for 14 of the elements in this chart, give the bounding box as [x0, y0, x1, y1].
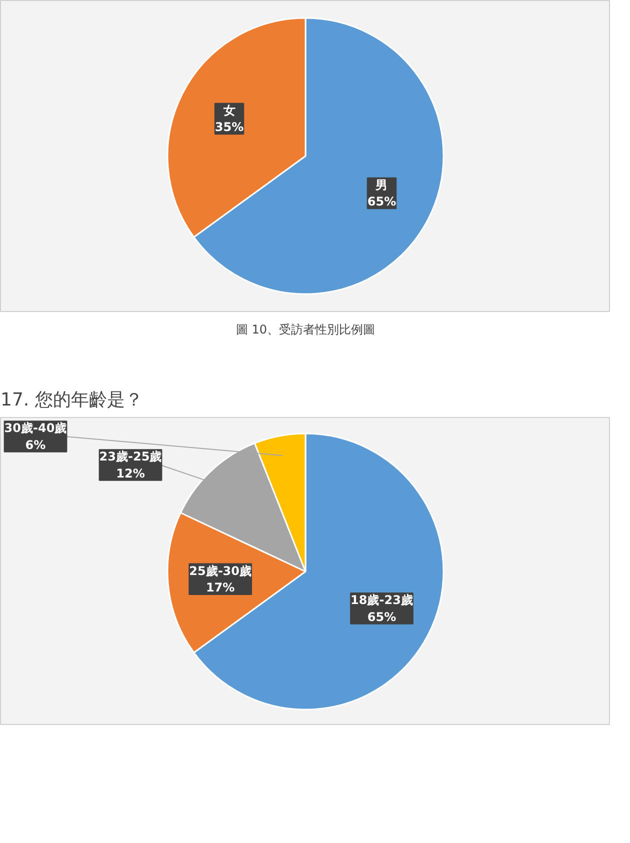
data-label: 17%	[206, 580, 235, 595]
slice-label: 18歲-23歲	[350, 593, 413, 608]
slice-label: 23歲-25歲	[99, 450, 162, 464]
slice-label: 30歲-40歲	[4, 421, 67, 436]
caption: 圖 10、受訪者性別比例圖	[236, 322, 376, 336]
data-label: 65%	[367, 610, 396, 624]
slice-label: 女	[222, 103, 236, 118]
data-label: 6%	[25, 438, 46, 452]
slice-label: 25歲-30歲	[189, 564, 252, 578]
chart-title: 17. 您的年齡是？	[0, 390, 143, 410]
data-label: 35%	[214, 120, 244, 134]
data-label: 65%	[367, 194, 396, 209]
slice-label: 男	[374, 178, 388, 192]
data-label: 12%	[116, 466, 145, 480]
